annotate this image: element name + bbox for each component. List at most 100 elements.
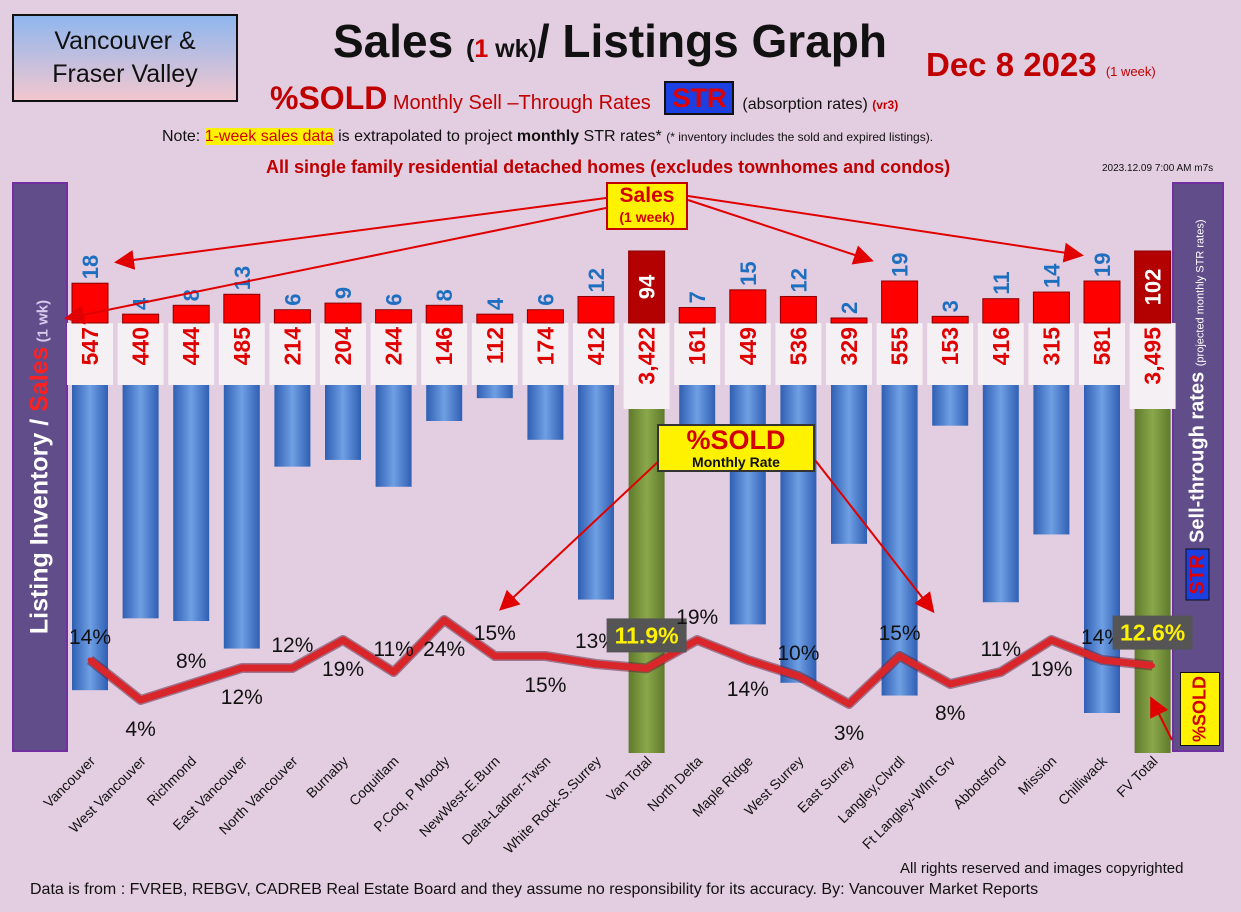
sales-labels: 1848136968461294715122193111419102	[78, 253, 1166, 314]
str-total-bg	[606, 618, 687, 653]
sales-bar	[1083, 280, 1121, 324]
inventory-label-bg	[522, 323, 569, 385]
sales-label: 9	[331, 287, 356, 299]
inventory-label-bg	[826, 323, 872, 385]
sales-bar	[1134, 250, 1172, 324]
category-label: Chilliwack	[1055, 752, 1111, 808]
sales-label: 102	[1141, 269, 1166, 306]
sales-bar	[931, 315, 969, 324]
str-point	[138, 697, 144, 703]
str-label: 15%	[879, 622, 921, 645]
str-label: 19%	[322, 658, 364, 681]
note-b: is extrapolated to project	[333, 128, 517, 145]
category-label: Abbotsford	[950, 753, 1009, 812]
sales-bar	[425, 304, 463, 324]
annotation-arrow	[687, 195, 1084, 263]
str-point	[391, 669, 397, 675]
sales-label: 6	[533, 293, 558, 305]
str-label: 8%	[176, 650, 206, 673]
sales-label: 12	[584, 268, 609, 292]
sold-callout-l2: Monthly Rate	[692, 454, 780, 470]
sales-label: 12	[786, 268, 811, 292]
str-point	[188, 681, 194, 687]
inventory-label: 244	[381, 327, 407, 366]
inventory-label: 412	[583, 327, 609, 365]
inventory-label: 581	[1089, 327, 1115, 366]
str-point	[441, 617, 447, 623]
sales-bar	[223, 293, 261, 324]
str-point	[998, 669, 1004, 675]
inventory-label-bg	[117, 323, 164, 385]
sales-bar	[729, 289, 767, 324]
inventory-label: 440	[128, 327, 154, 365]
inventory-label-bg	[1028, 323, 1075, 385]
note-c: STR rates*	[579, 128, 667, 145]
str-point	[644, 665, 650, 671]
sales-label: 15	[736, 261, 761, 285]
inventory-label: 536	[785, 327, 811, 365]
annotation-arrow	[64, 207, 607, 325]
category-label: Mission	[1015, 753, 1060, 798]
page-title: Sales (1 wk)/ Listings Graph	[300, 14, 920, 68]
left-axis-panel: Listing Inventory / Sales (1 wk)	[12, 182, 68, 752]
sales-label: 6	[382, 293, 407, 305]
inventory-label-bg	[927, 323, 974, 385]
note-line: Note: 1-week sales data is extrapolated …	[162, 128, 933, 146]
str-label: 15%	[524, 674, 566, 697]
sales-label: 94	[635, 274, 660, 299]
str-label: 14%	[1081, 626, 1123, 649]
str-label: 11%	[373, 638, 413, 661]
sales-label: 19	[888, 253, 913, 277]
right-axis-panel: STR Sell-through rates (projected monthl…	[1172, 182, 1224, 752]
inventory-label: 3,495	[1140, 327, 1166, 385]
str-label: 13%	[575, 630, 617, 653]
sales-bar	[779, 295, 817, 324]
sales-label: 2	[837, 302, 862, 314]
sales-label: 13	[230, 266, 255, 290]
inventory-label: 161	[684, 327, 710, 366]
sales-callout-l2: (1 week)	[619, 209, 675, 225]
note-highlight: 1-week sales data	[204, 128, 334, 145]
sold-callout-l1: %SOLD	[686, 425, 786, 455]
str-label: 12.6%	[1120, 620, 1185, 646]
str-total-bg	[1112, 615, 1193, 650]
str-line	[86, 615, 1156, 709]
str-label: 15%	[474, 622, 516, 645]
subtitle: %SOLD Monthly Sell –Through Rates STR (ab…	[270, 80, 898, 117]
sales-label: 11	[989, 271, 1014, 294]
str-label: 12%	[221, 686, 263, 709]
title-d: wk)	[488, 35, 537, 63]
str-label: 19%	[676, 606, 718, 629]
homes-line: All single family residential detached h…	[266, 157, 951, 177]
inventory-label: 3,422	[634, 327, 660, 385]
data-source: Data is from : FVREB, REBGV, CADREB Real…	[30, 881, 1039, 898]
inventory-labels: 547 440 444 485 214 204 244 146 112 174 412 3,422 16…	[67, 323, 1176, 409]
inventory-label-bg	[218, 323, 265, 385]
inventory-label: 416	[988, 327, 1014, 365]
str-point	[795, 673, 801, 679]
note-bold: monthly	[516, 128, 580, 145]
subtitle-version: (vr3)	[872, 98, 899, 112]
str-label: 11%	[981, 638, 1021, 661]
inventory-label-bg	[269, 323, 316, 385]
sales-label: 18	[78, 255, 103, 279]
sales-bar	[324, 302, 362, 324]
sales-bar	[628, 250, 666, 324]
note-a: Note:	[162, 128, 205, 145]
subtitle-desc: Monthly Sell –Through Rates	[387, 92, 657, 114]
inventory-label-bg	[775, 323, 822, 385]
inventory-label: 315	[1038, 327, 1064, 366]
title-c: 1	[474, 35, 489, 63]
str-label: 24%	[423, 638, 465, 661]
str-label: 14%	[69, 626, 111, 649]
sales-bar	[273, 309, 311, 324]
inventory-label-bg	[573, 323, 619, 385]
str-point	[542, 653, 548, 659]
sales-bar	[526, 309, 564, 324]
inventory-label: 174	[532, 327, 558, 366]
sales-label: 8	[432, 289, 457, 301]
str-point	[947, 681, 953, 687]
inventory-label-bg	[1079, 323, 1125, 385]
